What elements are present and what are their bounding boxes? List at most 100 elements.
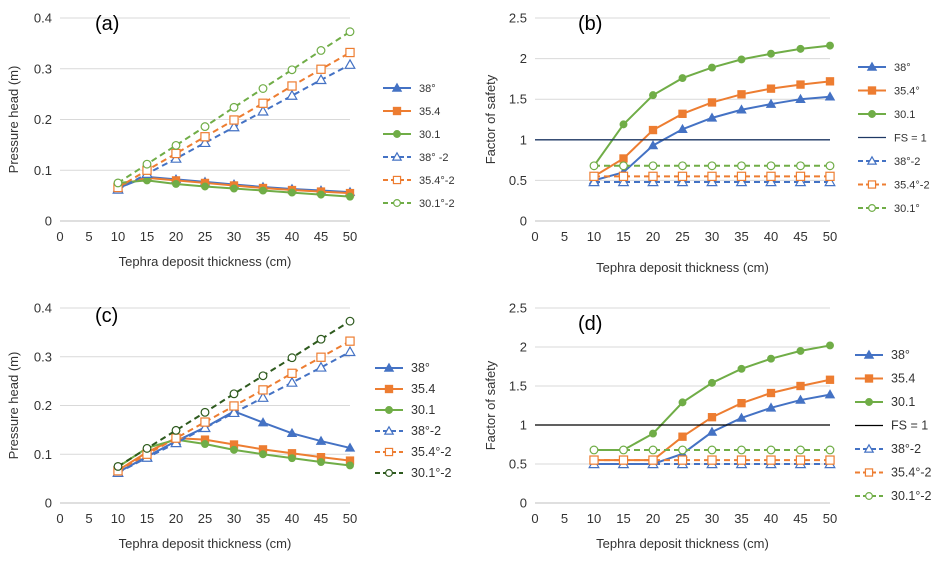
data-point	[707, 161, 717, 171]
legend-entry: 35.4°-2	[855, 466, 931, 480]
data-point	[794, 176, 807, 187]
legend-label: 35.4°	[894, 86, 920, 98]
x-axis-title: Tephra deposit thickness (cm)	[119, 536, 292, 551]
y-tick-label: 0	[520, 496, 527, 511]
panel-label: (d)	[578, 313, 602, 335]
data-point	[257, 105, 269, 116]
data-point	[706, 112, 718, 122]
data-point	[678, 161, 687, 171]
data-point	[259, 186, 267, 195]
x-tick-label: 45	[793, 229, 807, 244]
data-point	[678, 445, 687, 455]
legend-entry: 30.1°	[858, 203, 920, 215]
legend-label: 35.4°-2	[891, 466, 931, 480]
data-point	[288, 188, 296, 197]
data-point	[589, 455, 599, 465]
data-point	[200, 132, 210, 142]
data-point	[258, 385, 268, 395]
x-tick-label: 50	[343, 229, 357, 244]
y-axis-title: Factor of safety	[483, 360, 498, 450]
x-tick-label: 40	[285, 229, 299, 244]
data-point	[228, 121, 240, 132]
x-tick-label: 25	[198, 511, 212, 526]
data-point	[735, 176, 748, 187]
series-1-5	[589, 171, 835, 182]
legend-label: 35.4°-2	[419, 175, 455, 187]
data-point	[706, 426, 718, 436]
legend-marker	[863, 349, 875, 359]
legend-entry: 38°	[375, 361, 430, 375]
y-tick-label: 1	[520, 418, 527, 433]
x-axis-title: Tephra deposit thickness (cm)	[596, 260, 769, 275]
legend-marker	[866, 155, 878, 165]
data-point	[344, 442, 356, 452]
data-point	[259, 450, 267, 459]
data-point	[316, 352, 326, 362]
x-tick-label: 45	[314, 511, 328, 526]
data-point	[796, 381, 805, 391]
legend-marker	[392, 106, 402, 116]
legend-entry: 30.1°-2	[855, 489, 931, 503]
series-1-4	[588, 176, 836, 187]
series-1-2	[590, 41, 834, 170]
data-point	[345, 47, 355, 58]
data-point	[344, 345, 356, 357]
data-point	[736, 104, 747, 114]
legend-entry: 38°-2	[375, 424, 441, 438]
x-tick-label: 45	[314, 229, 328, 244]
data-point	[796, 44, 805, 53]
y-tick-label: 0.4	[34, 11, 52, 26]
x-tick-label: 5	[85, 229, 92, 244]
y-tick-label: 2	[520, 340, 527, 355]
legend-label: FS = 1	[894, 133, 927, 145]
y-axis-title: Pressure head (m)	[6, 352, 21, 460]
data-point	[315, 73, 327, 85]
data-point	[286, 89, 298, 100]
data-point	[765, 402, 777, 412]
series-3-2	[590, 341, 834, 454]
data-point	[257, 417, 269, 427]
y-tick-label: 0.3	[34, 349, 52, 364]
legend-marker	[383, 425, 395, 435]
y-axis-title: Pressure head (m)	[6, 66, 21, 174]
series-2-5	[113, 316, 355, 471]
legend-label: 30.1	[894, 109, 915, 121]
data-point	[228, 406, 240, 418]
legend-marker	[393, 130, 401, 138]
x-tick-label: 15	[616, 511, 630, 526]
data-point	[766, 171, 776, 182]
legend-entry: 30.1°-2	[383, 198, 455, 210]
legend-label: 38°	[411, 361, 430, 375]
data-point	[258, 84, 268, 93]
data-point	[316, 64, 326, 74]
legend-label: 30.1°-2	[419, 198, 455, 210]
y-tick-label: 0	[45, 214, 52, 229]
x-tick-label: 25	[198, 229, 212, 244]
data-point	[171, 433, 181, 443]
x-tick-label: 5	[561, 229, 568, 244]
data-point	[113, 461, 123, 471]
data-point	[647, 176, 659, 187]
data-point	[113, 178, 123, 188]
data-point	[316, 46, 326, 55]
x-tick-label: 25	[675, 229, 689, 244]
y-tick-label: 2.5	[509, 11, 527, 26]
x-tick-label: 35	[734, 511, 748, 526]
legend-entry: 35.4	[375, 382, 435, 396]
legend-label: 38°	[419, 83, 436, 95]
data-point	[824, 389, 836, 399]
data-point	[257, 391, 269, 402]
x-tick-label: 5	[561, 511, 568, 526]
data-point	[796, 80, 805, 89]
data-point	[589, 445, 599, 455]
data-point	[171, 140, 181, 150]
data-point	[142, 443, 152, 453]
data-point	[346, 192, 354, 201]
data-point	[589, 161, 599, 171]
y-axis-title: Factor of safety	[483, 74, 498, 164]
data-point	[617, 176, 630, 187]
x-tick-label: 0	[56, 229, 63, 244]
x-tick-label: 10	[587, 229, 601, 244]
